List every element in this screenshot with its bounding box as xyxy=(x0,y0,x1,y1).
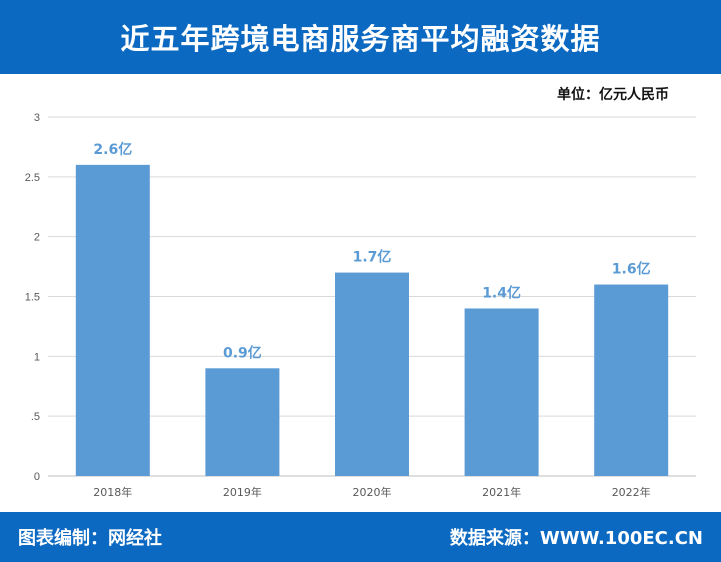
data-label: 1.4亿 xyxy=(482,284,521,301)
data-label: 1.6亿 xyxy=(612,261,651,278)
bar xyxy=(205,368,280,476)
data-label: 0.9亿 xyxy=(223,344,262,361)
footer-credit: 图表编制：网经社 xyxy=(18,528,162,549)
bar xyxy=(75,164,150,476)
bar xyxy=(594,284,669,476)
y-tick-label: 2 xyxy=(34,232,40,244)
x-tick-label: 2020年 xyxy=(353,485,392,499)
x-tick-label: 2021年 xyxy=(482,485,521,499)
footer-source: 数据来源：WWW.100EC.CN xyxy=(449,528,703,549)
y-tick-label: 1 xyxy=(34,351,40,363)
x-tick-label: 2018年 xyxy=(93,485,132,499)
y-tick-label: .5 xyxy=(31,411,40,423)
chart-title: 近五年跨境电商服务商平均融资数据 xyxy=(120,22,601,56)
bar-chart: 0 .5 1 1.5 2 2.5 3 2.6亿 2018年 0.9亿 2019年 1.7亿 2020年 1… xyxy=(25,112,696,499)
x-tick-label: 2019年 xyxy=(223,485,262,499)
title-banner: 近五年跨境电商服务商平均融资数据 xyxy=(0,0,721,74)
bar xyxy=(464,308,539,476)
y-tick-label: 0 xyxy=(34,471,40,483)
data-label: 1.7亿 xyxy=(353,249,392,266)
bar xyxy=(335,272,409,476)
y-tick-label: 2.5 xyxy=(25,172,40,184)
y-tick-label: 1.5 xyxy=(25,292,40,304)
x-tick-label: 2022年 xyxy=(612,485,651,499)
y-tick-label: 3 xyxy=(34,112,40,124)
footer-banner: 图表编制：网经社 数据来源：WWW.100EC.CN xyxy=(0,512,721,562)
data-label: 2.6亿 xyxy=(93,141,132,158)
unit-label: 单位：亿元人民币 xyxy=(557,87,669,103)
